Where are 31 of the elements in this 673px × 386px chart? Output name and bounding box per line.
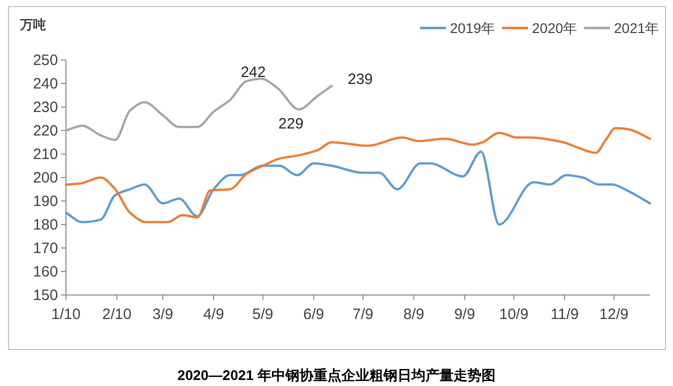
legend-label: 2021年 [614, 20, 660, 36]
x-tick-label: 8/9 [403, 306, 424, 323]
x-tick-label: 12/9 [599, 306, 629, 323]
y-tick-label: 250 [32, 52, 58, 69]
x-tick-label: 11/9 [550, 306, 579, 323]
y-tick-label: 240 [32, 76, 58, 92]
annotation: 229 [278, 115, 304, 132]
x-tick-label: 1/10 [51, 306, 81, 323]
y-tick-label: 160 [32, 264, 58, 280]
x-tick-label: 9/9 [454, 306, 476, 323]
y-tick-label: 230 [32, 99, 58, 116]
y-tick-label: 210 [32, 146, 58, 163]
x-tick-label: 3/9 [152, 306, 174, 323]
x-tick-label: 4/9 [203, 306, 224, 323]
legend-label: 2020年 [532, 20, 578, 36]
x-tick-label: 7/9 [352, 306, 374, 323]
x-tick-label: 6/9 [303, 306, 324, 323]
y-tick-label: 220 [32, 122, 58, 140]
x-tick-label: 10/9 [499, 306, 528, 323]
text: 2020—2021 年中钢协重点企业粗钢日均产量走势图 [177, 367, 496, 383]
annotation: 242 [240, 64, 266, 81]
legend-label: 2019年 [450, 20, 496, 36]
y-tick-label: 200 [32, 170, 58, 186]
y-axis-title: 万吨 [19, 17, 46, 32]
y-tick-label: 150 [32, 287, 58, 304]
annotation: 239 [348, 70, 373, 88]
y-tick-label: 190 [32, 193, 58, 210]
y-tick-label: 180 [32, 216, 58, 234]
x-tick-label: 2/10 [102, 306, 132, 323]
x-tick-label: 5/9 [252, 306, 274, 323]
y-tick-label: 170 [32, 240, 58, 257]
